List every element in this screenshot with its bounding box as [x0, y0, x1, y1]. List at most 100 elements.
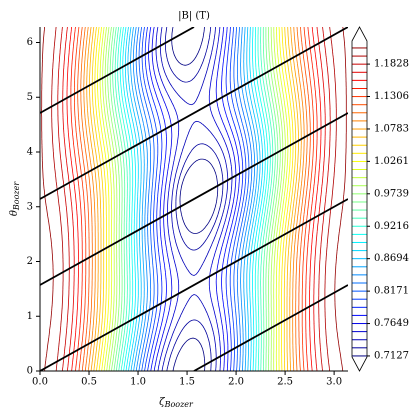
colorbar-outline — [351, 26, 368, 372]
contour-line — [124, 27, 264, 371]
y-label-sub: Boozer — [12, 181, 21, 211]
colorbar-segment — [352, 210, 367, 219]
colorbar-segment — [352, 307, 367, 316]
field-line — [193, 284, 348, 371]
contour-line — [159, 27, 229, 371]
colorbar-segment — [352, 129, 367, 138]
colorbar-segment — [352, 193, 367, 202]
x-label-main: ζ — [159, 397, 165, 408]
y-tick-label: 6 — [27, 37, 33, 48]
x-tick-label: 0.0 — [32, 377, 48, 388]
contour-line — [86, 27, 302, 371]
colorbar-segment — [352, 96, 367, 105]
colorbar-segment — [352, 120, 367, 130]
x-tick-label: 1.5 — [179, 377, 195, 388]
contour-line — [148, 27, 240, 371]
colorbar-segment — [352, 218, 367, 227]
colorbar-segment — [352, 47, 367, 57]
colorbar-segment — [352, 169, 367, 178]
y-label-main: θ — [9, 210, 20, 216]
field-line-group — [40, 27, 348, 371]
contour-line — [97, 27, 291, 371]
colorbar-segment — [352, 331, 367, 340]
chart-title: |B| (T) — [178, 11, 210, 22]
contour-line — [164, 27, 224, 371]
colorbar-segment — [352, 250, 367, 259]
colorbar-tick-label: 0.9216 — [374, 221, 409, 232]
contour-line — [80, 27, 308, 371]
colorbar-tick-label: 1.0783 — [374, 123, 409, 134]
colorbar-segment — [352, 234, 367, 243]
colorbar-segment — [352, 242, 367, 251]
colorbar-segment — [352, 137, 367, 146]
colorbar-segment — [352, 258, 367, 267]
y-tick-label: 3 — [27, 201, 33, 212]
y-tick-label: 0 — [27, 366, 33, 377]
colorbar-segment — [352, 80, 367, 89]
colorbar-segment — [352, 291, 367, 300]
colorbar-tick-label: 0.8171 — [374, 286, 409, 297]
x-tick-label: 0.5 — [81, 377, 97, 388]
colorbar-segment — [352, 104, 367, 113]
contour-line — [151, 27, 237, 371]
contour-line — [132, 27, 256, 371]
field-line — [40, 112, 348, 286]
contour-line — [99, 27, 289, 371]
contour-line — [109, 27, 279, 371]
contour-line — [127, 27, 261, 371]
contour-line — [70, 27, 318, 371]
contour-line — [89, 27, 299, 371]
contour-line — [155, 27, 233, 371]
field-line — [40, 27, 195, 114]
colorbar-segment — [352, 282, 367, 292]
contour-line — [141, 27, 247, 371]
colorbar-segment — [352, 299, 367, 308]
colorbar-segment — [352, 72, 367, 81]
colorbar-segment — [352, 226, 367, 235]
contour-line — [51, 27, 337, 371]
colorbar-tick-label: 1.0261 — [374, 156, 409, 167]
colorbar-tick-label: 1.1828 — [374, 59, 409, 70]
y-tick-label: 4 — [27, 147, 33, 158]
colorbar-segment — [352, 153, 367, 162]
contour-line — [83, 27, 305, 371]
colorbar-segment — [352, 88, 367, 97]
contour-line — [77, 27, 311, 371]
field-line — [40, 198, 348, 371]
contour-line — [122, 27, 266, 371]
contour-line — [91, 27, 297, 371]
contour-line — [57, 27, 331, 371]
colorbar-tick-label: 0.7649 — [374, 318, 409, 329]
colorbar-segment — [352, 266, 367, 275]
contour-line — [117, 27, 271, 371]
contour-line — [102, 27, 286, 371]
contour-line — [62, 27, 326, 371]
colorbar-segment — [352, 347, 367, 356]
x-tick-label: 2.0 — [228, 377, 244, 388]
y-axis-label: θBoozer — [9, 181, 22, 216]
contour-line — [74, 27, 314, 371]
colorbar-segment — [352, 315, 367, 324]
y-tick-label: 5 — [27, 92, 33, 103]
colorbar-segment — [352, 56, 367, 65]
colorbar-tick-label: 0.8694 — [374, 253, 409, 264]
x-tick-label: 2.5 — [277, 377, 293, 388]
colorbar-segment — [352, 64, 367, 73]
colorbar-segment — [352, 177, 367, 186]
field-line — [40, 27, 348, 200]
x-axis-label: ζBoozer — [159, 397, 194, 410]
contour-line — [66, 27, 322, 371]
contour-group — [41, 27, 347, 371]
x-label-sub: Boozer — [164, 400, 194, 409]
colorbar-segment — [352, 339, 367, 348]
colorbar-segment — [352, 201, 367, 211]
contour-line — [94, 27, 294, 371]
colorbar-segment — [352, 161, 367, 170]
x-tick-label: 3.0 — [326, 377, 342, 388]
colorbar-tick-label: 1.1306 — [374, 91, 409, 102]
colorbar-segment — [352, 323, 367, 332]
colorbar-segment — [352, 274, 367, 283]
contour-line — [114, 27, 274, 371]
contour-line — [107, 27, 281, 371]
